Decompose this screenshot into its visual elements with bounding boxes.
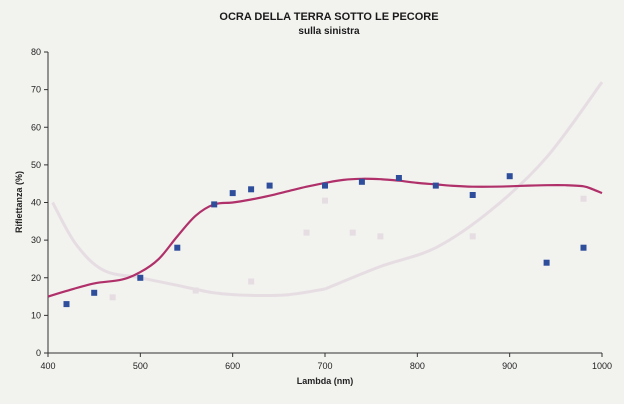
- ghost-point: [580, 195, 587, 202]
- ghost-point: [322, 197, 328, 204]
- x-tick-label: 800: [410, 361, 425, 371]
- data-point: [469, 192, 476, 198]
- data-point: [229, 190, 236, 197]
- chart-title: OCRA DELLA TERRA SOTTO LE PECORE: [219, 11, 438, 23]
- fit-curve: [47, 177, 603, 298]
- data-point: [543, 259, 550, 266]
- ghost-curve-rising: [324, 81, 604, 291]
- y-tick-label: 10: [31, 310, 41, 320]
- x-tick-label: 900: [502, 361, 517, 371]
- x-axis-label: Lambda (nm): [297, 376, 354, 386]
- data-point: [358, 178, 365, 185]
- data-point: [91, 289, 98, 296]
- chart-subtitle: sulla sinistra: [298, 26, 360, 37]
- data-point: [137, 274, 144, 281]
- ghost-curve: [51, 201, 326, 298]
- ghost-point: [248, 278, 255, 285]
- y-tick-label: 50: [31, 160, 41, 170]
- y-tick-label: 40: [31, 198, 41, 208]
- ghost-point: [303, 229, 310, 236]
- ghost-point: [109, 294, 116, 301]
- y-tick-label: 20: [31, 273, 41, 283]
- x-tick-label: 500: [133, 361, 148, 371]
- y-tick-label: 30: [31, 235, 41, 245]
- ghost-point: [349, 229, 356, 236]
- data-point: [266, 182, 273, 189]
- data-point: [174, 244, 181, 251]
- data-point: [432, 182, 439, 189]
- x-tick-label: 700: [317, 361, 332, 371]
- ghost-points: [109, 195, 587, 301]
- data-point: [395, 175, 402, 181]
- ghost-point: [377, 233, 384, 240]
- data-point: [580, 244, 587, 251]
- axes: [44, 51, 603, 357]
- x-tick-label: 1000: [592, 361, 612, 371]
- ghost-point: [469, 233, 476, 240]
- data-points: [63, 173, 587, 308]
- y-tick-label: 0: [36, 348, 41, 358]
- data-point: [322, 182, 328, 189]
- y-tick-label: 60: [31, 122, 41, 132]
- data-point: [63, 301, 70, 308]
- data-point: [506, 173, 513, 180]
- data-point: [211, 201, 218, 208]
- x-tick-label: 600: [225, 361, 240, 371]
- tick-labels: 0 10 20 30 40 50 60 70 80 400 500 600 700 800 900 1000: [31, 47, 612, 371]
- y-tick-label: 70: [31, 85, 41, 95]
- y-axis-label: Riflettanza (%): [14, 171, 24, 233]
- ghost-point: [192, 287, 199, 294]
- x-tick-label: 400: [40, 361, 55, 371]
- ghost-strokes: [51, 81, 604, 298]
- data-point: [248, 186, 255, 193]
- y-tick-label: 80: [31, 47, 41, 57]
